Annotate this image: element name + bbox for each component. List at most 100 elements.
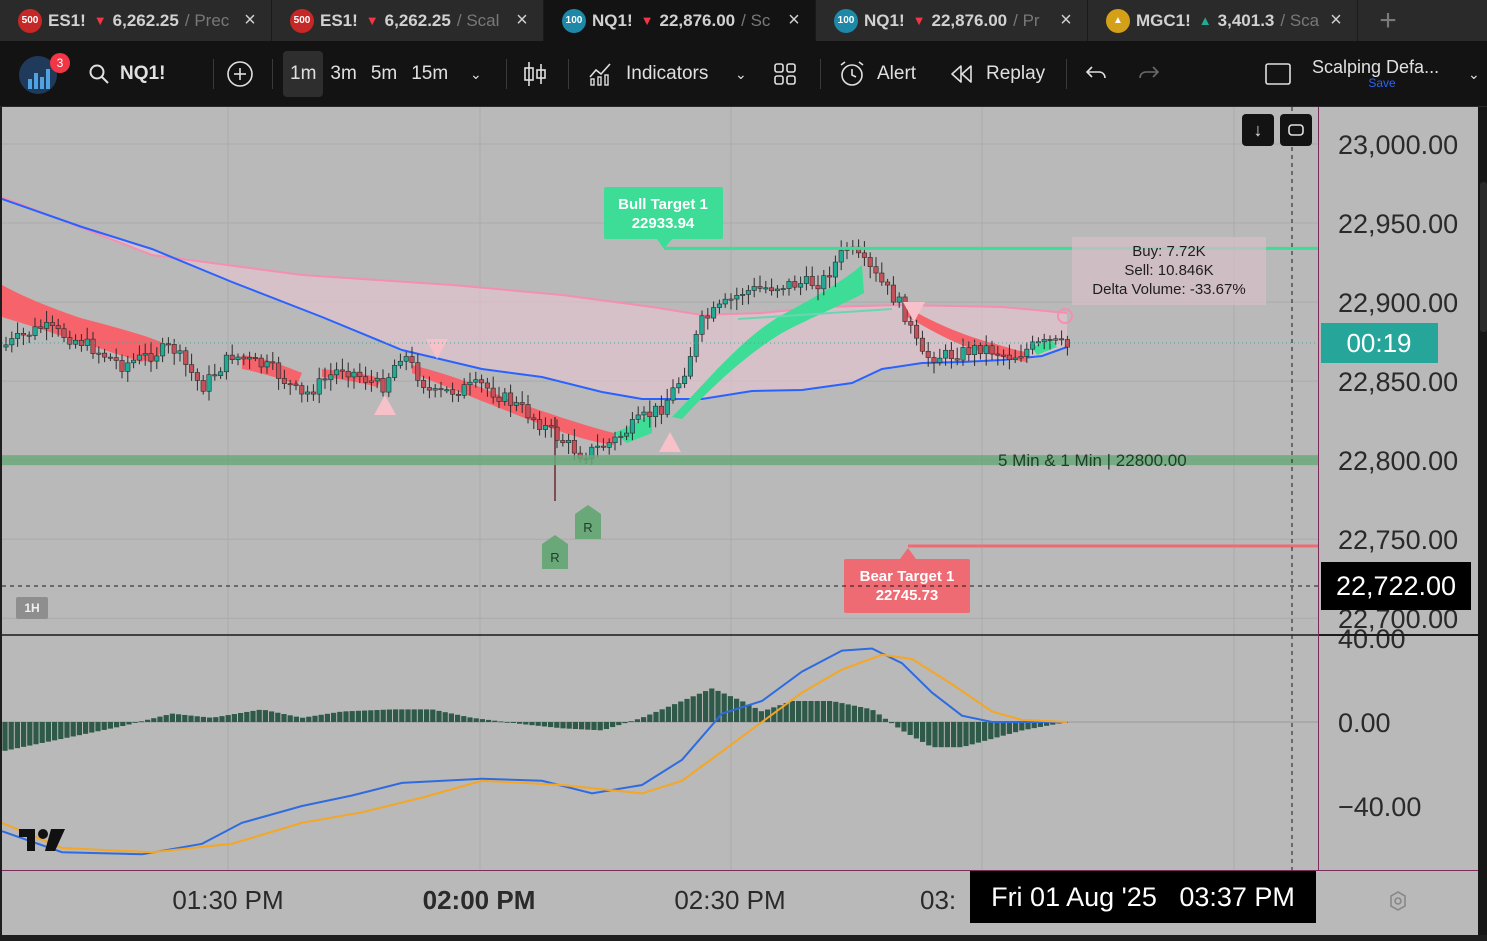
histogram-bar	[461, 716, 467, 722]
triangle-down-icon: ▼	[912, 13, 926, 28]
alert-marker	[1057, 308, 1073, 324]
settings-gear[interactable]	[1386, 889, 1410, 918]
layout-name-button[interactable]: Scalping Defa... Save	[1312, 57, 1452, 97]
time-axis[interactable]: 01:30 PM 02:00 PM 02:30 PM 03: Fri 01 Aug '…	[2, 870, 1478, 935]
interval-5m[interactable]: 5m	[370, 63, 398, 84]
price-axis[interactable]: 23,000.00 22,950.00 22,900.00 22,850.00 22,8…	[1319, 107, 1479, 870]
histogram-bar	[740, 701, 746, 722]
chart-tab-mgc1-5[interactable]: ▲ MGC1! ▲ 3,401.3/ Sca ×	[1088, 0, 1358, 41]
time-axis-labels[interactable]: 01:30 PM 02:00 PM 02:30 PM 03:	[2, 871, 1478, 936]
fullscreen-button[interactable]	[1280, 114, 1312, 146]
histogram-bar	[783, 703, 789, 722]
histogram-bar	[318, 714, 324, 722]
oscillator-tick-label: 0.00	[1338, 708, 1391, 738]
candle-body	[281, 378, 287, 384]
candle-body	[653, 405, 659, 418]
candle-body	[432, 388, 438, 391]
candle-body	[183, 350, 189, 365]
histogram-bar	[938, 722, 944, 748]
candle-body	[954, 358, 960, 361]
compare-symbol-button[interactable]	[226, 51, 254, 97]
scroll-thumb[interactable]	[1480, 182, 1487, 332]
chart-tab-nq1-4[interactable]: 100 NQ1! ▼ 22,876.00/ Pr ×	[816, 0, 1088, 41]
candle-body	[745, 290, 751, 295]
price-scale[interactable]: 23,000.00 22,950.00 22,900.00 22,850.00 22,8…	[1318, 107, 1479, 870]
scroll-to-latest-button[interactable]: ↓	[1242, 114, 1274, 146]
interval-15m[interactable]: 15m	[411, 63, 449, 84]
exchange-badge-icon: 100	[834, 8, 858, 33]
interval-group: 1m 3m 5m 15m	[283, 51, 455, 97]
candle-body	[84, 338, 90, 346]
candle-body	[206, 374, 212, 392]
indicators-dropdown[interactable]: ⌄	[735, 51, 747, 97]
histogram-bar	[281, 714, 287, 722]
undo-button[interactable]	[1084, 51, 1108, 97]
candle-body	[397, 360, 403, 366]
histogram-bar	[467, 717, 473, 722]
close-icon[interactable]: ×	[1060, 9, 1072, 31]
candle-body	[972, 345, 978, 355]
layout-grid-button[interactable]	[772, 51, 798, 97]
histogram-bar	[889, 722, 895, 724]
chart-tab-es1-2[interactable]: 500 ES1! ▼ 6,262.25/ Scal ×	[272, 0, 544, 41]
histogram-bar	[151, 718, 157, 722]
support-band	[2, 455, 1318, 466]
divider	[506, 59, 507, 89]
chart-pane[interactable]: 5 Min & 1 Min | 22800.00 Bull Target 1 229…	[1, 107, 1318, 870]
histogram-bar	[145, 719, 151, 722]
redo-button[interactable]	[1137, 51, 1161, 97]
gear-icon	[1390, 891, 1406, 911]
layout-toggle-button[interactable]	[1264, 51, 1292, 97]
histogram-bar	[951, 722, 957, 748]
histogram-bar	[349, 711, 355, 722]
candle-body	[444, 389, 450, 392]
chart-type-button[interactable]	[522, 51, 548, 97]
candle-body	[450, 389, 456, 395]
candle-body	[548, 425, 554, 428]
replay-button[interactable]: Replay	[950, 51, 1045, 97]
candle-body	[682, 375, 688, 384]
histogram-bar	[126, 722, 132, 725]
histogram-bar	[554, 722, 560, 728]
indicators-button[interactable]: Indicators	[588, 51, 708, 97]
histogram-bar	[1013, 722, 1019, 733]
candle-body	[786, 281, 792, 289]
histogram-bar	[21, 722, 27, 747]
candle-body	[780, 288, 786, 291]
close-icon[interactable]: ×	[516, 9, 528, 31]
histogram-bar	[882, 718, 888, 722]
histogram-bar	[337, 711, 343, 722]
tab-symbol: ES1!	[48, 10, 86, 30]
divider	[820, 59, 821, 89]
candle-body	[711, 307, 717, 319]
plus-icon: +	[1379, 3, 1397, 37]
histogram-bar	[517, 722, 523, 724]
close-icon[interactable]: ×	[244, 9, 256, 31]
chart-tab-nq1-3[interactable]: 100 NQ1! ▼ 22,876.00/ Sc ×	[544, 0, 816, 41]
chart-tab-es1-1[interactable]: 500 ES1! ▼ 6,262.25/ Prec ×	[0, 0, 272, 41]
volume-sell-text: Sell: 10.846K	[1124, 262, 1213, 279]
close-icon[interactable]: ×	[783, 9, 805, 31]
candle-body	[1012, 357, 1018, 360]
alert-button[interactable]: Alert	[837, 51, 916, 97]
candle-body	[276, 362, 282, 379]
close-icon[interactable]: ×	[1330, 9, 1342, 31]
layout-dropdown[interactable]: ⌄	[1468, 51, 1480, 97]
candle-body	[740, 294, 746, 296]
chart-canvas[interactable]: 5 Min & 1 Min | 22800.00 Bull Target 1 229…	[1, 107, 1318, 870]
tab-bar: 500 ES1! ▼ 6,262.25/ Prec × 500 ES1! ▼ 6,262.25/…	[0, 0, 1487, 41]
candle-body	[177, 350, 183, 354]
new-tab-button[interactable]: +	[1358, 0, 1418, 41]
histogram-bar	[386, 709, 392, 722]
symbol-search[interactable]: NQ1!	[88, 51, 165, 97]
interval-1m[interactable]: 1m	[283, 51, 324, 97]
interval-dropdown[interactable]: ⌄	[470, 51, 482, 97]
interval-3m[interactable]: 3m	[330, 63, 357, 84]
histogram-bar	[1037, 722, 1043, 727]
candle-body	[73, 339, 79, 345]
candle-body	[919, 337, 925, 352]
user-avatar[interactable]: 3	[16, 51, 70, 97]
candle-body	[339, 369, 345, 372]
candle-body	[676, 383, 682, 389]
histogram-bar	[820, 701, 826, 722]
